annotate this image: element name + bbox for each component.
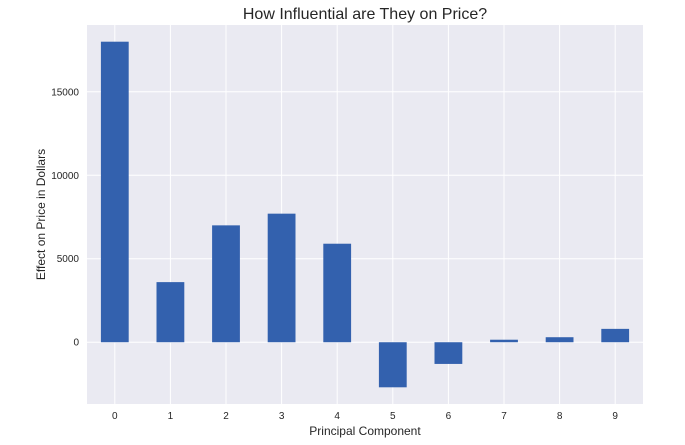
bar-5 bbox=[378, 342, 407, 388]
bar-1 bbox=[156, 282, 185, 343]
bar-7 bbox=[490, 339, 518, 343]
x-tick-label: 1 bbox=[168, 411, 174, 422]
x-tick-label: 2 bbox=[223, 411, 229, 422]
y-tick-label: 15000 bbox=[51, 87, 79, 98]
bar-6 bbox=[434, 342, 463, 364]
bar-0 bbox=[100, 41, 129, 343]
bar-4 bbox=[323, 243, 352, 343]
x-tick-label: 5 bbox=[390, 411, 396, 422]
x-tick-label: 6 bbox=[446, 411, 452, 422]
x-tick-label: 4 bbox=[334, 411, 340, 422]
bars bbox=[100, 41, 630, 388]
bar-2 bbox=[212, 225, 240, 343]
x-tick-label: 9 bbox=[612, 411, 618, 422]
x-axis-label: Principal Component bbox=[309, 424, 421, 438]
y-tick-label: 10000 bbox=[51, 171, 79, 182]
x-tick-label: 7 bbox=[501, 411, 507, 422]
x-tick-label: 0 bbox=[112, 411, 118, 422]
y-tick-label: 5000 bbox=[57, 254, 80, 265]
x-tick-label: 8 bbox=[557, 411, 563, 422]
bar-9 bbox=[601, 328, 630, 343]
chart-title: How Influential are They on Price? bbox=[243, 6, 487, 23]
x-tick-labels: 0 1 2 3 4 5 6 7 8 9 bbox=[112, 411, 618, 422]
y-tick-label: 0 bbox=[73, 338, 79, 349]
x-tick-label: 3 bbox=[279, 411, 285, 422]
grid-lines bbox=[87, 25, 643, 404]
bar-8 bbox=[545, 337, 574, 343]
bar-3 bbox=[267, 213, 296, 343]
y-axis-label: Effect on Price in Dollars bbox=[34, 149, 48, 280]
y-tick-labels: 0 5000 10000 15000 bbox=[51, 87, 79, 348]
